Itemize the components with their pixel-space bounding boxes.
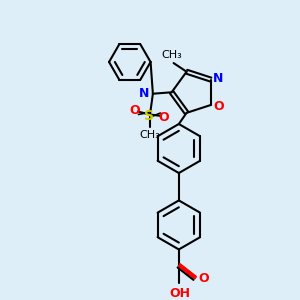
Text: N: N [139,87,149,100]
Text: O: O [130,104,140,117]
Text: CH₃: CH₃ [162,50,182,60]
Text: OH: OH [170,287,191,300]
Text: S: S [144,109,154,123]
Text: O: O [213,100,224,113]
Text: CH₃: CH₃ [140,130,160,140]
Text: O: O [158,111,169,124]
Text: N: N [213,73,224,85]
Text: O: O [198,272,209,285]
